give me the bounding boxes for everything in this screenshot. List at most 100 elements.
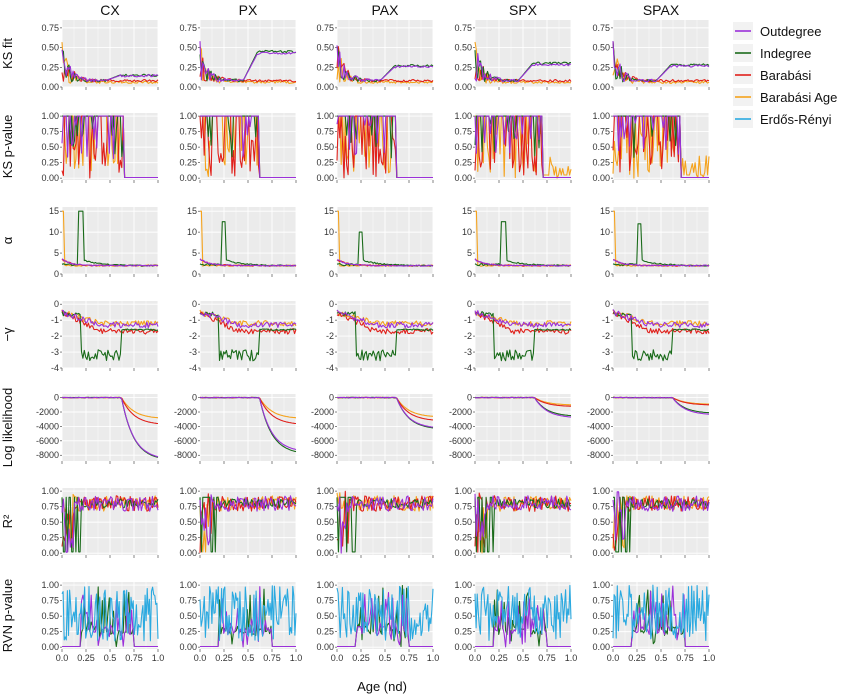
y-tick-label: -4000 <box>587 421 610 431</box>
y-tick-label: 15 <box>49 206 59 216</box>
series-line-outdegree <box>62 594 158 648</box>
panel-1-cx: 0.00 0.25 0.50 0.75 1.00 <box>41 111 159 183</box>
y-tick-label: -2000 <box>174 407 197 417</box>
column-title-pax: PAX <box>372 2 400 18</box>
series-line-erd-s-r-nyi <box>474 584 572 641</box>
y-tick-label: 0.75 <box>454 23 472 33</box>
legend-label: Barabási Age <box>760 90 837 105</box>
panel-3-spax: -4 -3 -2 -1 0 <box>602 299 710 373</box>
y-tick-label: 1.00 <box>179 111 197 121</box>
x-tick-label: 0.75 <box>263 653 281 663</box>
y-tick-label: 0 <box>192 393 197 403</box>
y-tick-label: -8000 <box>449 450 472 460</box>
panel-1-spx: 0.00 0.25 0.50 0.75 1.00 <box>454 111 572 183</box>
series-line-outdegree <box>474 258 572 267</box>
y-tick-label: 0.50 <box>454 517 472 527</box>
y-tick-label: -4000 <box>449 421 472 431</box>
column-title-px: PX <box>239 2 258 18</box>
series-line-outdegree <box>199 258 297 267</box>
series-line-outdegree <box>200 115 296 179</box>
y-tick-label: 0 <box>54 393 59 403</box>
y-tick-label: 0.50 <box>454 611 472 621</box>
series-line-outdegree <box>199 41 297 83</box>
series-line-outdegree <box>612 309 710 329</box>
y-tick-label: 0 <box>192 299 197 309</box>
series-line-outdegree <box>612 259 710 267</box>
y-tick-label: 0.25 <box>316 158 334 168</box>
y-tick-label: 5 <box>329 248 334 258</box>
series-line-erd-s-r-nyi <box>61 586 159 642</box>
x-tick-label: 0.75 <box>676 653 694 663</box>
panel-5-cx: 0.00 0.25 0.50 0.75 1.00 <box>41 486 159 558</box>
x-tick-label: 0.25 <box>352 653 370 663</box>
y-tick-label: 0.25 <box>179 62 197 72</box>
panel-3-cx: -4 -3 -2 -1 0 <box>51 299 159 373</box>
y-tick-label: 10 <box>600 227 610 237</box>
series-line-outdegree <box>61 49 159 83</box>
series-line-outdegree <box>474 115 571 179</box>
panel-6-pax: 0.00 0.25 0.50 0.75 1.00 0.0 0.25 0.5 0.75 1.0 <box>316 580 439 663</box>
row-labels: KS fit KS p-value α −γ Log likelihood R² RVN p… <box>0 38 15 653</box>
x-tick-label: 1.0 <box>565 653 578 663</box>
y-tick-label: 0.75 <box>41 596 59 606</box>
y-tick-label: -4 <box>326 363 334 373</box>
y-tick-label: 0.50 <box>41 517 59 527</box>
panel-4-spax: -8000 -6000 -4000 -2000 0 <box>587 393 710 464</box>
y-tick-label: -2 <box>464 331 472 341</box>
series-line-outdegree <box>61 115 158 179</box>
y-tick-label: 0.75 <box>179 596 197 606</box>
series-line-outdegree <box>336 115 433 179</box>
y-tick-label: 0 <box>467 393 472 403</box>
y-tick-label: 0 <box>54 299 59 309</box>
x-tick-label: 1.0 <box>427 653 440 663</box>
y-tick-label: 0.25 <box>41 533 59 543</box>
y-tick-label: 0.75 <box>316 127 334 137</box>
panel-4-spx: -8000 -6000 -4000 -2000 0 <box>449 393 572 464</box>
panel-3-spx: -4 -3 -2 -1 0 <box>464 299 572 373</box>
x-tick-label: 0.0 <box>469 653 482 663</box>
x-tick-label: 0.5 <box>242 653 255 663</box>
y-tick-label: 0.00 <box>179 82 197 92</box>
series-line-barab-si <box>474 311 572 335</box>
series-line-indegree <box>61 311 159 362</box>
panel-6-cx: 0.00 0.25 0.50 0.75 1.00 0.0 0.25 0.5 0.75 1.0 <box>41 580 164 663</box>
column-title-spax: SPAX <box>643 2 680 18</box>
y-tick-label: 0.50 <box>179 517 197 527</box>
y-tick-label: -2000 <box>449 407 472 417</box>
y-tick-label: 0.75 <box>179 127 197 137</box>
y-tick-label: 0.25 <box>316 533 334 543</box>
y-tick-label: 1.00 <box>316 111 334 121</box>
legend-item-1: Indegree <box>733 44 811 62</box>
y-tick-label: 0 <box>467 269 472 279</box>
y-tick-label: 0.00 <box>41 173 59 183</box>
y-tick-label: 10 <box>462 227 472 237</box>
panel-2-pax: 0 5 10 15 <box>324 206 434 279</box>
y-tick-label: -3 <box>189 347 197 357</box>
y-tick-label: -1 <box>464 315 472 325</box>
y-tick-label: -4000 <box>36 421 59 431</box>
y-tick-label: 0.75 <box>592 502 610 512</box>
legend-item-4: Erdős-Rényi <box>733 110 832 128</box>
y-tick-label: 5 <box>605 248 610 258</box>
series-line-barab-si-age <box>336 310 434 327</box>
series-line-outdegree <box>61 258 159 267</box>
series-line-outdegree <box>61 495 159 553</box>
series-line-indegree <box>61 496 159 553</box>
x-tick-label: 0.5 <box>655 653 668 663</box>
y-tick-label: 0.25 <box>316 627 334 637</box>
y-tick-label: 0.00 <box>592 173 610 183</box>
y-tick-label: 0.50 <box>454 142 472 152</box>
y-tick-label: 0.25 <box>454 627 472 637</box>
y-tick-label: 1.00 <box>41 486 59 496</box>
y-tick-label: 5 <box>192 248 197 258</box>
panel-2-px: 0 5 10 15 <box>187 206 297 279</box>
y-tick-label: 1.00 <box>592 486 610 496</box>
y-tick-label: 0.00 <box>316 642 334 652</box>
y-tick-label: 0.75 <box>454 502 472 512</box>
panel-4-pax: -8000 -6000 -4000 -2000 0 <box>311 393 434 464</box>
series-line-outdegree <box>199 494 297 546</box>
series-line-outdegree <box>336 45 434 83</box>
x-tick-label: 0.25 <box>77 653 95 663</box>
x-tick-label: 0.5 <box>379 653 392 663</box>
